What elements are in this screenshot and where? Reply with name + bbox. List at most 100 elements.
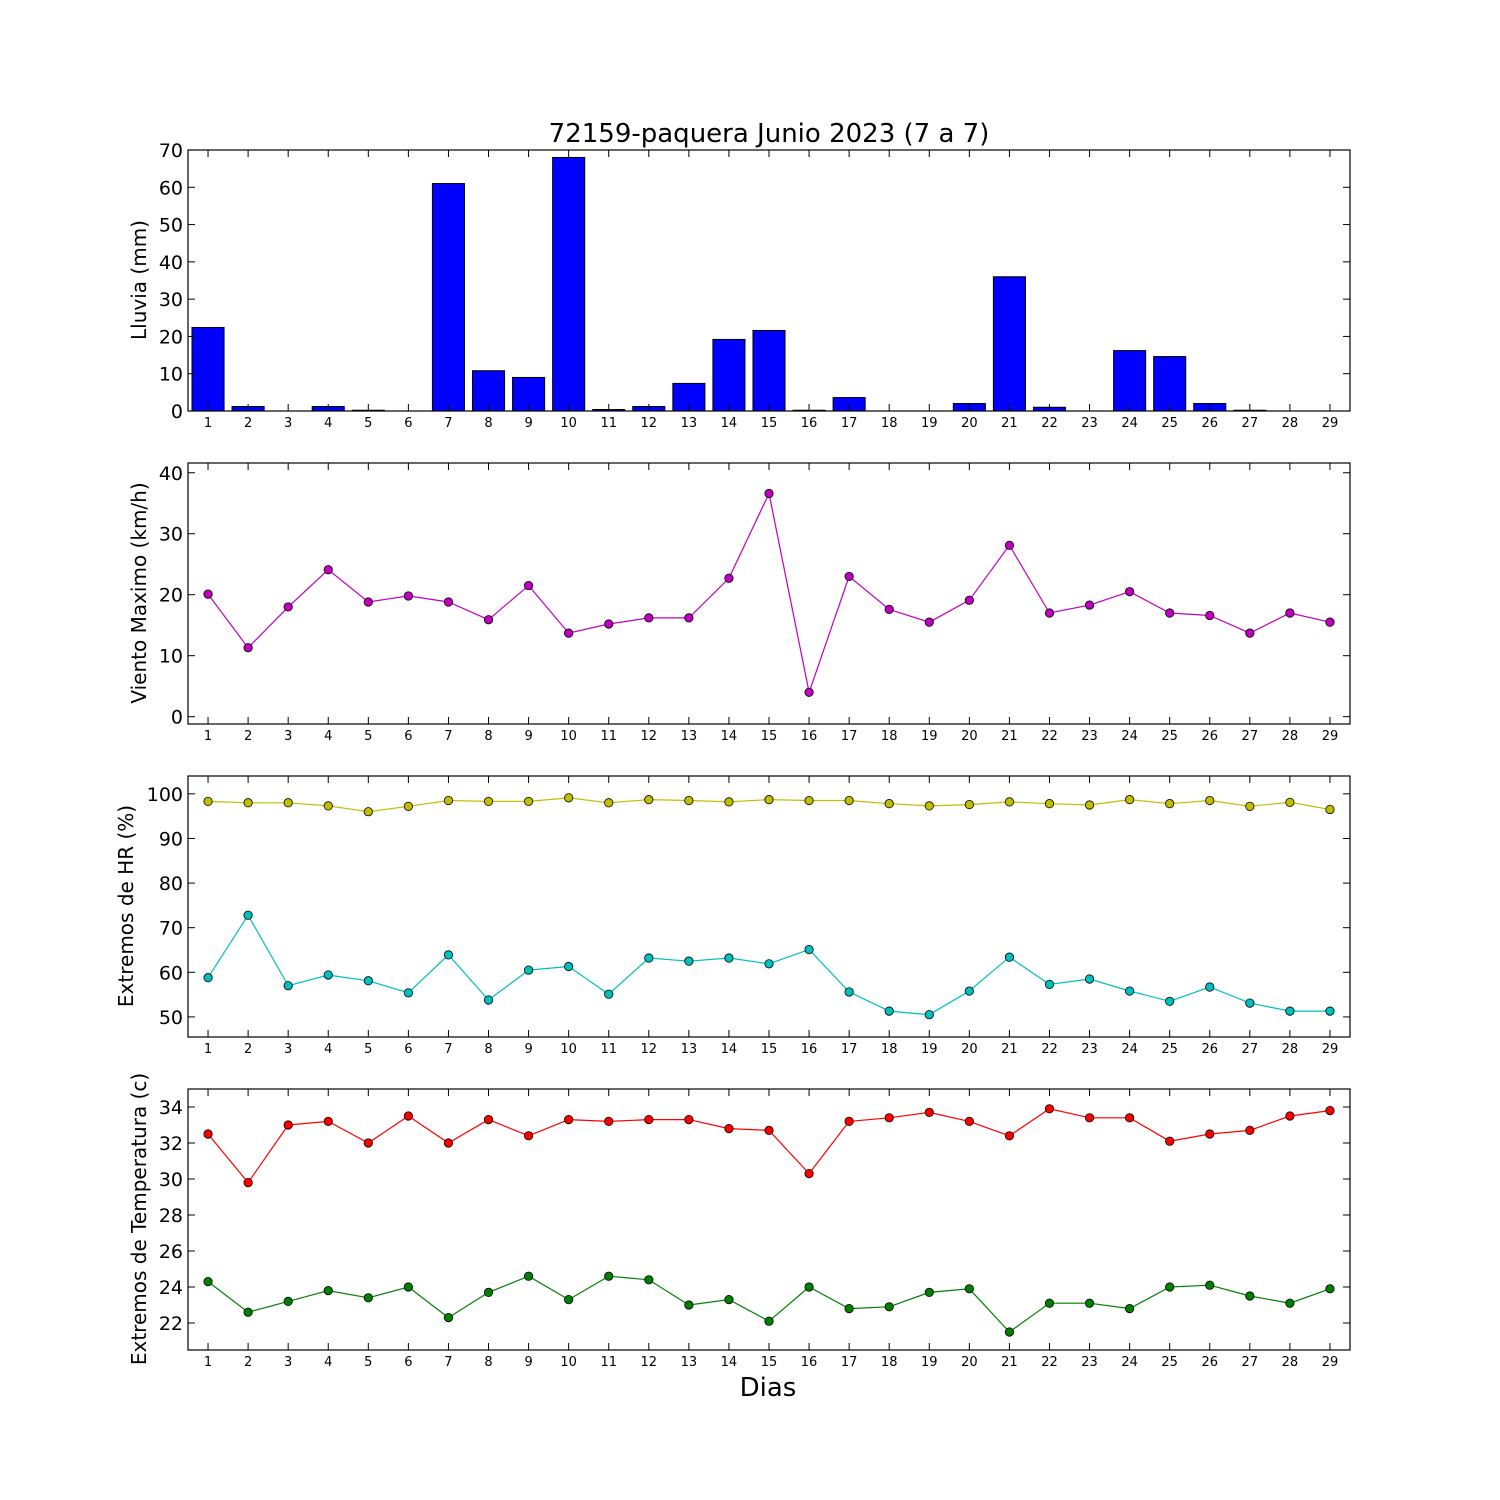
point-temperature-series-1-day-9 — [523, 1131, 534, 1141]
point-humidity-series-1-day-3 — [283, 798, 293, 808]
point-humidity-series-1-day-11 — [604, 798, 614, 808]
point-humidity-series-2-day-21 — [1004, 952, 1015, 962]
ytick-label-rain: 30 — [159, 289, 183, 311]
point-humidity-series-1-day-21 — [1004, 797, 1015, 807]
xtick-label-wind: 25 — [1161, 729, 1178, 744]
point-temperature-series-1-day-20 — [964, 1116, 974, 1127]
ytick-label-temperature: 24 — [159, 1277, 183, 1299]
point-humidity-series-2-day-28 — [1285, 1006, 1295, 1016]
point-wind-series-1-day-2 — [243, 643, 253, 653]
point-temperature-series-2-day-24 — [1125, 1304, 1135, 1314]
ytick-label-rain: 50 — [159, 215, 183, 237]
ytick-label-humidity: 50 — [159, 1007, 183, 1029]
point-temperature-series-1-day-16 — [804, 1169, 814, 1179]
ytick-label-humidity: 100 — [147, 784, 183, 806]
xtick-label-wind: 15 — [761, 729, 778, 744]
xtick-label-humidity: 10 — [560, 1042, 577, 1057]
point-humidity-series-1-day-28 — [1285, 797, 1295, 807]
xtick-label-temperature: 27 — [1242, 1355, 1259, 1370]
point-temperature-series-2-day-9 — [523, 1271, 534, 1281]
xtick-label-humidity: 16 — [801, 1042, 818, 1057]
point-temperature-series-1-day-1 — [203, 1129, 213, 1139]
xtick-label-temperature: 23 — [1081, 1355, 1098, 1370]
xtick-label-temperature: 11 — [600, 1355, 617, 1370]
xtick-label-rain: 24 — [1121, 416, 1138, 431]
point-humidity-series-2-day-7 — [443, 950, 454, 960]
xtick-label-rain: 28 — [1282, 416, 1299, 431]
ytick-label-humidity: 60 — [159, 962, 183, 984]
point-temperature-series-2-day-12 — [644, 1275, 654, 1285]
bar-rain-day-7 — [431, 183, 465, 412]
xtick-label-rain: 1 — [204, 416, 212, 431]
point-temperature-series-1-day-19 — [924, 1107, 934, 1118]
xtick-label-humidity: 27 — [1242, 1042, 1259, 1057]
ytick-label-rain: 10 — [159, 364, 183, 386]
point-wind-series-1-day-16 — [804, 687, 814, 697]
xtick-label-wind: 16 — [801, 729, 818, 744]
xtick-label-temperature: 24 — [1121, 1355, 1138, 1370]
xtick-label-rain: 8 — [484, 416, 492, 431]
xtick-label-wind: 29 — [1322, 729, 1339, 744]
xtick-label-rain: 5 — [364, 416, 372, 431]
point-humidity-series-1-day-4 — [323, 801, 333, 811]
xtick-label-temperature: 6 — [404, 1355, 412, 1370]
point-wind-series-1-day-8 — [483, 615, 494, 625]
point-wind-series-1-day-19 — [924, 617, 934, 627]
xtick-label-humidity: 25 — [1161, 1042, 1178, 1057]
xtick-label-wind: 20 — [961, 729, 978, 744]
point-wind-series-1-day-20 — [964, 595, 974, 605]
ytick-label-rain: 40 — [159, 252, 183, 274]
point-wind-series-1-day-24 — [1125, 587, 1135, 597]
xtick-label-temperature: 13 — [681, 1355, 698, 1370]
point-wind-series-1-day-5 — [363, 597, 373, 607]
xtick-label-wind: 4 — [324, 729, 332, 744]
xtick-label-humidity: 3 — [284, 1042, 292, 1057]
xtick-label-wind: 28 — [1282, 729, 1299, 744]
xtick-label-wind: 18 — [881, 729, 898, 744]
point-temperature-series-1-day-26 — [1205, 1129, 1215, 1139]
point-humidity-series-1-day-6 — [403, 801, 413, 811]
ytick-label-temperature: 26 — [159, 1241, 183, 1263]
xtick-label-wind: 17 — [841, 729, 858, 744]
point-humidity-series-1-day-23 — [1084, 800, 1095, 810]
point-temperature-series-1-day-8 — [483, 1115, 494, 1125]
point-wind-series-1-day-18 — [884, 604, 894, 614]
xtick-label-humidity: 23 — [1081, 1042, 1098, 1057]
point-humidity-series-1-day-10 — [564, 793, 574, 803]
xtick-label-rain: 20 — [961, 416, 978, 431]
point-wind-series-1-day-28 — [1285, 608, 1295, 618]
panel-temperature: Extremos de Temperatura (c) 222426283032… — [127, 1073, 1351, 1370]
point-humidity-series-1-day-14 — [724, 797, 734, 807]
xtick-label-wind: 22 — [1041, 729, 1058, 744]
xtick-label-rain: 9 — [524, 416, 532, 431]
point-humidity-series-1-day-5 — [363, 807, 373, 817]
ytick-label-rain: 0 — [171, 401, 183, 423]
ytick-label-rain: 60 — [159, 177, 183, 199]
point-humidity-series-1-day-27 — [1245, 801, 1255, 811]
point-humidity-series-2-day-11 — [604, 989, 614, 999]
xtick-label-wind: 23 — [1081, 729, 1098, 744]
point-temperature-series-2-day-20 — [964, 1284, 974, 1294]
xtick-label-humidity: 26 — [1201, 1042, 1218, 1057]
point-wind-series-1-day-7 — [443, 597, 454, 607]
point-wind-series-1-day-10 — [564, 628, 574, 638]
point-temperature-series-2-day-28 — [1285, 1298, 1295, 1308]
xtick-label-wind: 14 — [721, 729, 738, 744]
point-temperature-series-2-day-4 — [323, 1286, 333, 1296]
point-temperature-series-1-day-12 — [644, 1115, 654, 1125]
point-temperature-series-1-day-6 — [403, 1111, 413, 1121]
xtick-label-rain: 7 — [444, 416, 452, 431]
xtick-label-rain: 17 — [841, 416, 858, 431]
xtick-label-temperature: 20 — [961, 1355, 978, 1370]
xtick-label-temperature: 21 — [1001, 1355, 1018, 1370]
xtick-label-humidity: 12 — [641, 1042, 658, 1057]
xtick-label-temperature: 9 — [524, 1355, 532, 1370]
point-humidity-series-1-day-13 — [684, 795, 694, 806]
point-wind-series-1-day-4 — [323, 565, 333, 575]
xtick-label-humidity: 19 — [921, 1042, 938, 1057]
point-humidity-series-1-day-17 — [844, 795, 854, 806]
xtick-label-rain: 14 — [721, 416, 738, 431]
xtick-label-rain: 18 — [881, 416, 898, 431]
